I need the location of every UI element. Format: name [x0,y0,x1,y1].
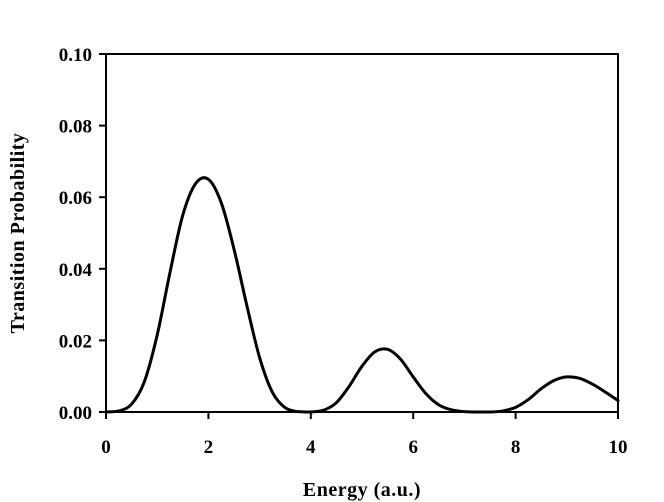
x-tick-label: 8 [511,437,521,458]
x-tick-label: 4 [306,437,316,458]
y-axis-ticks: 0.00 0.02 0.04 0.06 0.08 0.10 [59,45,106,424]
y-tick-label: 0.04 [59,260,93,281]
y-tick-label: 0.10 [59,45,92,66]
y-tick-label: 0.06 [59,188,92,209]
y-tick-label: 0.02 [59,331,92,352]
x-tick-label: 10 [609,437,628,458]
x-tick-label: 6 [408,437,418,458]
y-tick-label: 0.08 [59,117,92,138]
y-tick-label: 0.00 [59,403,92,424]
x-axis-title: Energy (a.u.) [303,479,421,501]
series-line [104,176,620,414]
x-tick-label: 0 [101,437,111,458]
plot-area-frame [105,53,619,413]
y-axis-title: Transition Probability [7,133,29,334]
x-axis-ticks: 0 2 4 6 8 10 [101,412,628,458]
x-tick-label: 2 [204,437,214,458]
